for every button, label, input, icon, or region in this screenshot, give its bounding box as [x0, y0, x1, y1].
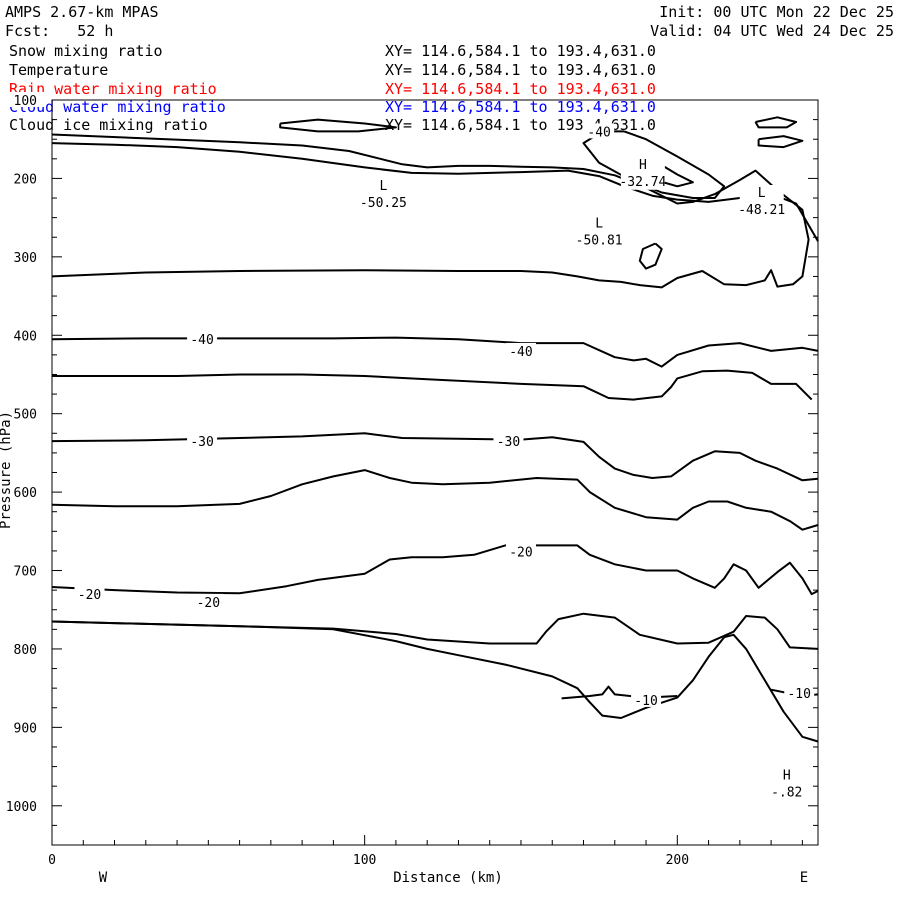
contour-line-7 — [51, 620, 819, 743]
contour-label-0: -40 — [190, 333, 213, 348]
field-xy-rain: XY= 114.6,584.1 to 193.4,631.0 — [385, 80, 656, 98]
y-tick-label-600: 600 — [14, 486, 37, 501]
contour-line-11 — [582, 130, 726, 199]
contour-label-bg-4 — [493, 433, 524, 449]
west-label: W — [99, 870, 108, 886]
extremum-type-0: L — [379, 179, 387, 194]
y-axis-label: Pressure (hPa) — [0, 411, 14, 529]
extremum-value-1: -50.81 — [576, 234, 623, 249]
contour-label-4: -30 — [497, 435, 520, 450]
field-name-temperature: Temperature — [9, 61, 109, 79]
init-time: Init: 00 UTC Mon 22 Dec 25 — [659, 3, 894, 21]
y-tick-label-bg — [4, 797, 44, 813]
x-tick-label-100: 100 — [353, 853, 376, 868]
contour-line-14 — [638, 242, 663, 270]
contour-label-bg-3 — [187, 433, 218, 449]
y-tick-label-bg — [4, 562, 44, 578]
y-axis: 100 200 300 400 500 600 700 800 900 1000 — [4, 92, 818, 846]
y-tick-label-bg — [4, 327, 44, 343]
extremum-value-2: -32.74 — [619, 175, 666, 190]
contour-label-8: -10 — [634, 694, 657, 709]
contour-label-bg-8 — [631, 691, 662, 707]
contour-line-4 — [51, 469, 819, 531]
x-axis: 0 100 200 — [48, 835, 803, 868]
contour-line-0 — [51, 133, 810, 289]
forecast-hour: Fcst: 52 h — [5, 22, 114, 40]
y-tick-label-bg — [4, 170, 44, 186]
y-tick-label-bg — [4, 248, 44, 264]
y-tick-label-bg — [4, 719, 44, 735]
contour-label-9: -10 — [787, 687, 810, 702]
field-xy-snow: XY= 114.6,584.1 to 193.4,631.0 — [385, 42, 656, 60]
contour-label-bg-1 — [505, 342, 536, 358]
extremum-value-3: -48.21 — [738, 203, 785, 218]
x-axis-label: Distance (km) — [393, 870, 503, 886]
y-tick-label-bg — [4, 640, 44, 656]
contour-line-3 — [51, 432, 819, 482]
contour-line-17 — [757, 135, 804, 149]
valid-time: Valid: 04 UTC Wed 24 Dec 25 — [650, 22, 894, 40]
extremum-value-4: -.82 — [771, 786, 802, 801]
extremum-bg-3 — [739, 185, 784, 219]
contour-line-5 — [51, 544, 819, 596]
extremum-bg-4 — [764, 767, 809, 801]
contour-line-1 — [51, 336, 819, 368]
extremum-type-1: L — [595, 217, 603, 232]
contour-label-bg-6 — [74, 586, 105, 602]
y-tick-label-bg — [4, 484, 44, 500]
contour-label-bg-5 — [193, 593, 224, 609]
contour-label-6: -20 — [78, 588, 101, 603]
contour-line-6 — [51, 612, 819, 650]
plot-frame — [51, 99, 819, 846]
y-tick-label-400: 400 — [14, 329, 37, 344]
contour-label-1: -40 — [509, 345, 532, 360]
contour-label-3: -30 — [190, 435, 213, 450]
extremum-type-3: L — [758, 186, 766, 201]
y-tick-label-1000: 1000 — [6, 800, 37, 815]
field-name-snow: Snow mixing ratio — [9, 42, 163, 60]
contour-label-bg-0 — [187, 331, 218, 347]
contour-label-2: -40 — [587, 125, 610, 140]
contour-lines — [51, 116, 819, 743]
contour-line-10 — [51, 142, 819, 242]
y-tick-label-200: 200 — [14, 172, 37, 187]
field-xy-temperature: XY= 114.6,584.1 to 193.4,631.0 — [385, 61, 656, 79]
x-tick-label-200: 200 — [666, 853, 689, 868]
contour-label-7: -20 — [509, 546, 532, 561]
y-tick-label-900: 900 — [14, 721, 37, 736]
east-label: E — [800, 870, 808, 886]
extremum-value-0: -50.25 — [360, 196, 407, 211]
extremum-type-2: H — [639, 158, 647, 173]
extremum-type-4: H — [783, 769, 791, 784]
extremum-bg-2 — [620, 156, 665, 190]
contour-labels: -40 -40 -40 -30 -30 -20 -20 -20 -10 -10 — [74, 123, 815, 709]
contour-label-bg-2 — [584, 123, 615, 139]
y-tick-label-300: 300 — [14, 251, 37, 266]
model-title: AMPS 2.67-km MPAS — [5, 3, 159, 21]
y-tick-label-bg — [4, 405, 44, 421]
extremum-bg-0 — [361, 177, 406, 211]
contour-label-5: -20 — [197, 596, 220, 611]
field-xy-cloud-water: XY= 114.6,584.1 to 193.4,631.0 — [385, 98, 656, 116]
y-tick-label-700: 700 — [14, 565, 37, 580]
contour-label-bg-7 — [505, 543, 536, 559]
contour-label-bg-9 — [784, 684, 815, 700]
contour-line-15 — [279, 118, 397, 133]
y-tick-label-500: 500 — [14, 408, 37, 423]
y-tick-label-800: 800 — [14, 643, 37, 658]
contour-line-16 — [754, 116, 798, 129]
contour-line-2 — [52, 369, 813, 401]
x-tick-label-0: 0 — [48, 853, 56, 868]
extrema-markers: L -50.25 L -50.81 H -32.74 L -48.21 H -.82 — [360, 156, 809, 801]
y-tick-label-bg — [4, 92, 44, 107]
extremum-bg-1 — [577, 215, 622, 249]
field-name-cloud-ice: Cloud ice mixing ratio — [9, 116, 208, 134]
y-tick-label-100: 100 — [14, 94, 37, 109]
